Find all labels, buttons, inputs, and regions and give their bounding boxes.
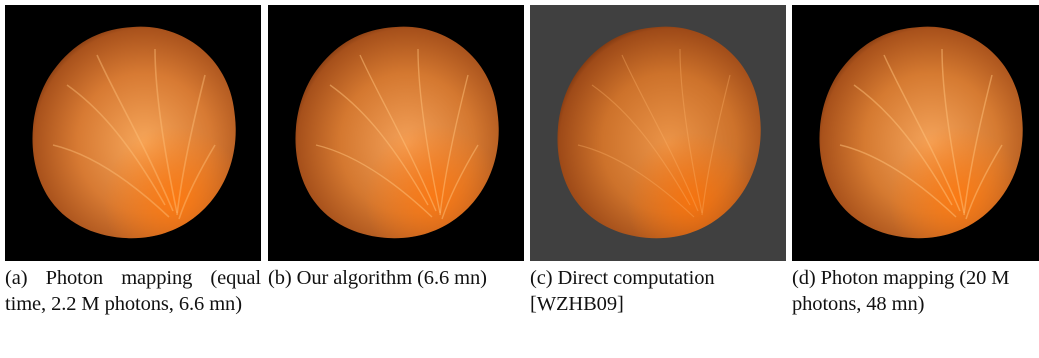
translucent-sphere-render-b — [268, 5, 524, 261]
render-image-a — [5, 5, 261, 261]
panel-a — [5, 5, 261, 261]
panel-d — [792, 5, 1039, 261]
panel-b — [268, 5, 524, 261]
translucent-sphere-render-d — [792, 5, 1039, 261]
translucent-sphere-render-c — [530, 5, 786, 261]
caption-a: (a) Photon mapping (equal time, 2.2 M ph… — [5, 267, 261, 315]
caption-b: (b) Our algorithm (6.6 mn) — [268, 267, 487, 289]
render-image-b — [268, 5, 524, 261]
caption-c: (c) Direct computation [WZHB09] — [530, 267, 715, 315]
panel-c — [530, 5, 786, 261]
render-image-d — [792, 5, 1039, 261]
render-image-c — [530, 5, 786, 261]
translucent-sphere-render-a — [5, 5, 261, 261]
caption-d: (d) Photon mapping (20 M photons, 48 mn) — [792, 267, 1010, 315]
